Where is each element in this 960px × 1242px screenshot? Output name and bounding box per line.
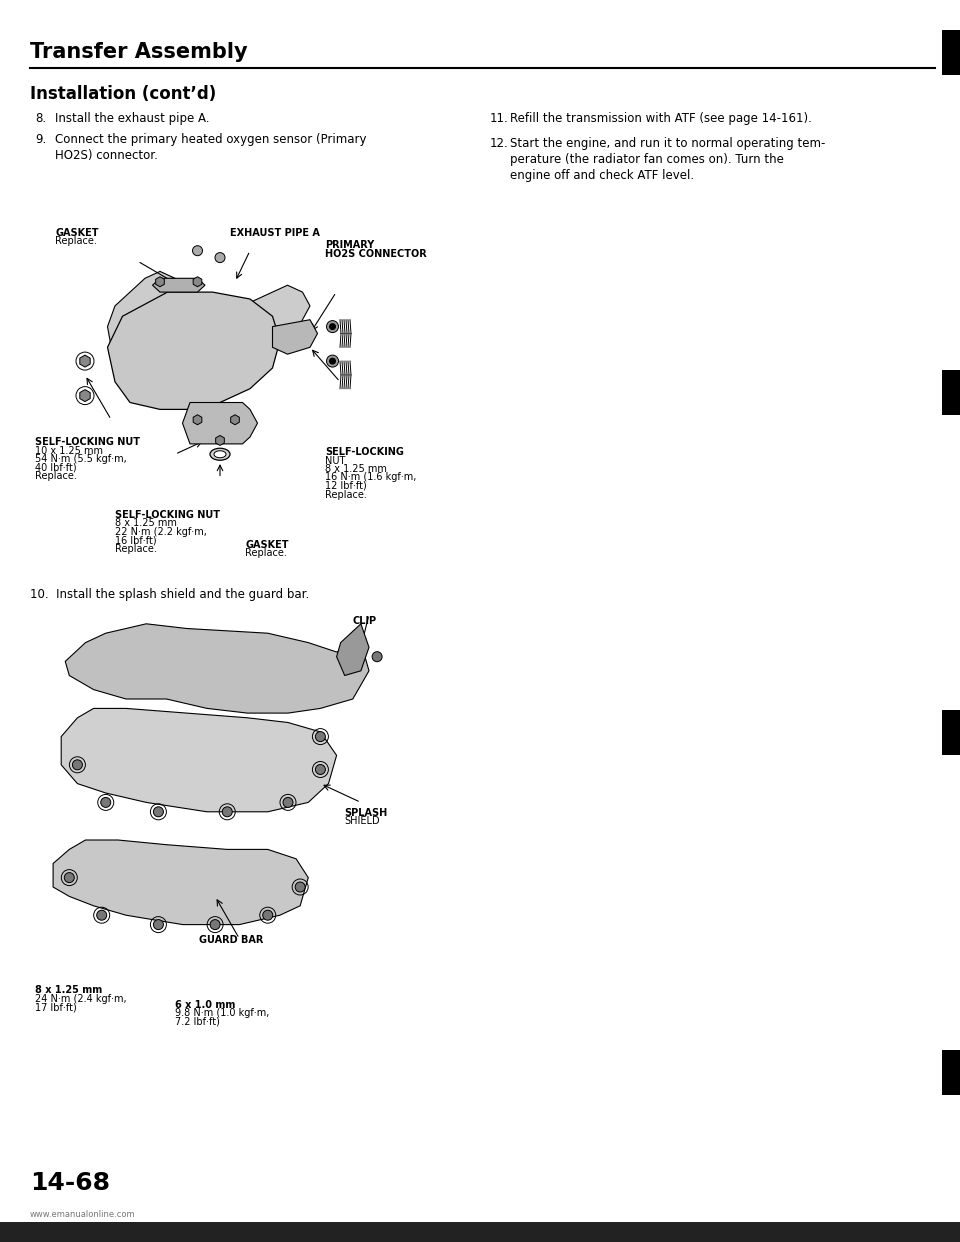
Circle shape <box>283 797 293 807</box>
Text: GUARD BAR: GUARD BAR <box>199 935 263 945</box>
Text: Connect the primary heated oxygen sensor (Primary
HO2S) connector.: Connect the primary heated oxygen sensor… <box>55 133 367 161</box>
Text: HO2S CONNECTOR: HO2S CONNECTOR <box>325 248 427 260</box>
Polygon shape <box>108 292 280 410</box>
Bar <box>0 1222 960 1242</box>
Ellipse shape <box>210 448 230 461</box>
Text: 6 x 1.0 mm: 6 x 1.0 mm <box>175 1000 235 1010</box>
Text: 24 N·m (2.4 kgf·m,: 24 N·m (2.4 kgf·m, <box>35 994 127 1004</box>
Circle shape <box>154 807 163 817</box>
Text: NUT: NUT <box>325 456 346 466</box>
Text: CLIP: CLIP <box>353 616 377 626</box>
Text: 14-68: 14-68 <box>30 1171 110 1195</box>
Text: SELF-LOCKING NUT: SELF-LOCKING NUT <box>115 510 220 520</box>
Text: Replace.: Replace. <box>55 236 97 246</box>
Circle shape <box>326 355 339 368</box>
Polygon shape <box>80 355 90 368</box>
Circle shape <box>263 910 273 920</box>
Circle shape <box>316 732 325 741</box>
Text: Installation (cont’d): Installation (cont’d) <box>30 84 216 103</box>
Circle shape <box>316 765 325 775</box>
Text: 17 lbf·ft): 17 lbf·ft) <box>35 1002 77 1012</box>
Bar <box>942 710 960 755</box>
Circle shape <box>372 652 382 662</box>
Text: Replace.: Replace. <box>35 471 77 481</box>
Bar <box>942 1049 960 1095</box>
Circle shape <box>329 358 335 364</box>
Polygon shape <box>182 402 257 443</box>
Text: 12.: 12. <box>490 137 509 150</box>
Circle shape <box>72 760 83 770</box>
Circle shape <box>215 252 225 262</box>
Polygon shape <box>156 277 164 287</box>
Text: 12 lbf·ft): 12 lbf·ft) <box>325 481 367 491</box>
Polygon shape <box>337 623 369 676</box>
Text: Transfer Assembly: Transfer Assembly <box>30 42 248 62</box>
Text: Refill the transmission with ATF (see page 14-161).: Refill the transmission with ATF (see pa… <box>510 112 812 125</box>
Polygon shape <box>53 840 308 924</box>
Circle shape <box>326 320 339 333</box>
Text: 9.8 N·m (1.0 kgf·m,: 9.8 N·m (1.0 kgf·m, <box>175 1009 270 1018</box>
Text: SPLASH: SPLASH <box>345 809 388 818</box>
Polygon shape <box>65 623 369 713</box>
Polygon shape <box>216 436 225 446</box>
Circle shape <box>223 807 232 817</box>
Text: 10 x 1.25 mm: 10 x 1.25 mm <box>35 446 103 456</box>
Polygon shape <box>153 278 205 292</box>
Text: carmanualsonline.info: carmanualsonline.info <box>620 1230 721 1240</box>
Text: Start the engine, and run it to normal operating tem-
perature (the radiator fan: Start the engine, and run it to normal o… <box>510 137 826 183</box>
Circle shape <box>97 910 107 920</box>
Text: 16 N·m (1.6 kgf·m,: 16 N·m (1.6 kgf·m, <box>325 472 417 482</box>
Circle shape <box>295 882 305 892</box>
Polygon shape <box>230 415 239 425</box>
Text: Install the exhaust pipe A.: Install the exhaust pipe A. <box>55 112 209 125</box>
Text: Replace.: Replace. <box>115 544 156 554</box>
Polygon shape <box>61 708 337 812</box>
Circle shape <box>64 873 74 883</box>
Bar <box>942 30 960 75</box>
Text: PRIMARY: PRIMARY <box>325 240 374 250</box>
Polygon shape <box>193 415 202 425</box>
Text: 8 x 1.25 mm: 8 x 1.25 mm <box>325 465 387 474</box>
Text: GASKET: GASKET <box>245 540 289 550</box>
Text: 8.: 8. <box>35 112 46 125</box>
Text: 10.  Install the splash shield and the guard bar.: 10. Install the splash shield and the gu… <box>30 587 309 601</box>
Polygon shape <box>193 277 202 287</box>
Circle shape <box>154 919 163 929</box>
Circle shape <box>329 324 335 329</box>
Text: 54 N·m (5.5 kgf·m,: 54 N·m (5.5 kgf·m, <box>35 455 127 465</box>
Text: 7.2 lbf·ft): 7.2 lbf·ft) <box>175 1017 220 1027</box>
Polygon shape <box>108 272 310 389</box>
Text: 40 lbf·ft): 40 lbf·ft) <box>35 462 77 472</box>
Text: www.emanualonline.com: www.emanualonline.com <box>30 1210 135 1218</box>
Circle shape <box>210 919 220 929</box>
Circle shape <box>193 246 203 256</box>
Text: Replace.: Replace. <box>245 549 287 559</box>
Text: 11.: 11. <box>490 112 509 125</box>
Text: 22 N·m (2.2 kgf·m,: 22 N·m (2.2 kgf·m, <box>115 527 206 537</box>
Text: Replace.: Replace. <box>325 489 367 499</box>
Text: EXHAUST PIPE A: EXHAUST PIPE A <box>230 229 320 238</box>
Text: SHIELD: SHIELD <box>345 816 380 826</box>
Text: GASKET: GASKET <box>55 229 99 238</box>
Ellipse shape <box>214 451 226 458</box>
Text: 9.: 9. <box>35 133 46 147</box>
Polygon shape <box>273 319 318 354</box>
Circle shape <box>101 797 110 807</box>
Text: 8 x 1.25 mm: 8 x 1.25 mm <box>115 518 177 529</box>
Bar <box>942 370 960 415</box>
Text: 8 x 1.25 mm: 8 x 1.25 mm <box>35 985 103 995</box>
Polygon shape <box>80 390 90 401</box>
Text: 16 lbf·ft): 16 lbf·ft) <box>115 535 156 545</box>
Text: SELF-LOCKING: SELF-LOCKING <box>325 447 404 457</box>
Text: SELF-LOCKING NUT: SELF-LOCKING NUT <box>35 437 140 447</box>
